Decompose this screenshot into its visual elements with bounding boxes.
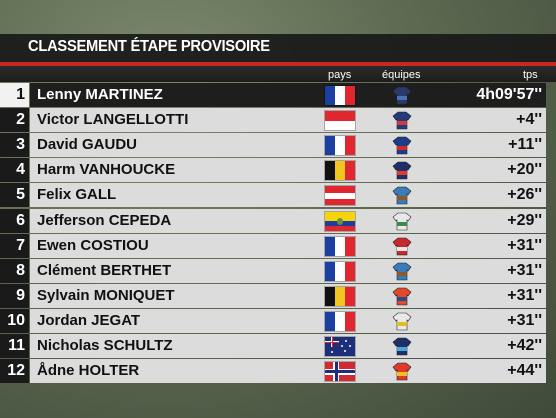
rider-time: +29'' xyxy=(507,211,542,229)
row-bar xyxy=(30,359,546,384)
standings-row: 2 Victor LANGELLOTTI +4'' xyxy=(0,108,556,133)
team-jersey-icon xyxy=(392,161,412,180)
rider-name: Sylvain MONIQUET xyxy=(37,286,175,304)
standings-row: 3 David GAUDU +11'' xyxy=(0,133,556,158)
rider-time: +31'' xyxy=(507,261,542,279)
rider-time: +31'' xyxy=(507,236,542,254)
team-jersey-icon xyxy=(392,136,412,155)
rider-name: Clément BERTHET xyxy=(37,261,172,279)
rider-time: +4'' xyxy=(516,111,542,129)
rider-name: Nicholas SCHULTZ xyxy=(37,337,173,354)
team-jersey-icon xyxy=(392,212,412,230)
rank-number: 4 xyxy=(0,158,29,183)
row-bar xyxy=(30,158,546,183)
team-jersey-icon xyxy=(392,187,412,205)
column-country-label: pays xyxy=(328,69,352,81)
france-flag-icon xyxy=(325,136,355,156)
team-jersey-icon xyxy=(392,111,412,130)
rank-number: 3 xyxy=(0,133,29,158)
row-bar xyxy=(30,308,546,333)
norway-flag-icon xyxy=(325,362,355,382)
rank-number: 6 xyxy=(0,208,29,233)
team-jersey-icon xyxy=(392,86,412,105)
france-flag-icon xyxy=(325,311,355,331)
rank-number: 9 xyxy=(0,283,29,308)
monaco-flag-icon xyxy=(325,111,355,131)
team-jersey-icon xyxy=(392,287,412,306)
rank-number: 5 xyxy=(0,183,29,208)
standings-row: 5 Felix GALL +26'' xyxy=(0,183,556,208)
austria-flag-icon xyxy=(325,186,355,206)
australia-flag-icon xyxy=(325,337,355,356)
team-jersey-icon xyxy=(392,362,412,381)
team-jersey-icon xyxy=(392,237,412,255)
standings-row: 9 Sylvain MONIQUET +31'' xyxy=(0,283,556,308)
rank-number: 8 xyxy=(0,258,29,283)
rank-number: 1 xyxy=(0,83,29,107)
rider-name: Felix GALL xyxy=(37,186,117,204)
standings-row: 4 Harm VANHOUCKE +20'' xyxy=(0,158,556,183)
column-time-label: tps xyxy=(523,69,538,81)
row-bar xyxy=(30,83,546,107)
row-bar xyxy=(30,133,546,158)
standings-row: 10 Jordan JEGAT +31'' xyxy=(0,308,556,333)
rider-name: Ådne HOLTER xyxy=(37,362,140,380)
rider-name: Ewen COSTIOU xyxy=(37,236,149,254)
row-bar xyxy=(30,183,546,208)
row-bar xyxy=(30,208,546,233)
column-header-bar: pays équipes tps xyxy=(0,62,556,82)
rider-time: +20'' xyxy=(507,161,542,179)
row-bar xyxy=(30,334,546,358)
rank-number: 2 xyxy=(0,108,29,133)
rider-time: +42'' xyxy=(507,337,542,354)
standings-row: 7 Ewen COSTIOU +31'' xyxy=(0,233,556,258)
france-flag-icon xyxy=(325,86,355,105)
standings-row: 8 Clément BERTHET +31'' xyxy=(0,258,556,283)
rank-number: 11 xyxy=(0,334,29,358)
standings-row: 11 Nicholas SCHULTZ +42'' xyxy=(0,334,556,358)
standings-row: 6 Jefferson CEPEDA +29'' xyxy=(0,208,556,233)
rider-name: Jordan JEGAT xyxy=(37,311,141,329)
rider-time: +44'' xyxy=(507,362,542,380)
rider-time: +26'' xyxy=(507,186,542,204)
rider-name: Jefferson CEPEDA xyxy=(37,211,172,229)
rider-name: Victor LANGELLOTTI xyxy=(37,111,189,129)
column-teams-label: équipes xyxy=(382,69,421,81)
france-flag-icon xyxy=(325,261,355,281)
standings-row: 1 Lenny MARTINEZ 4h09'57'' xyxy=(0,83,556,107)
team-jersey-icon xyxy=(392,262,412,280)
rider-name: Lenny MARTINEZ xyxy=(37,86,163,103)
row-bar xyxy=(30,233,546,258)
standings-row: 12 Ådne HOLTER +44'' xyxy=(0,359,556,384)
row-bar xyxy=(30,283,546,308)
rank-number: 7 xyxy=(0,233,29,258)
page-title: CLASSEMENT ÉTAPE PROVISOIRE xyxy=(28,38,270,55)
team-jersey-icon xyxy=(392,337,412,356)
rider-name: Harm VANHOUCKE xyxy=(37,161,176,179)
belgium-flag-icon xyxy=(325,286,355,306)
ecuador-flag-icon xyxy=(325,211,355,231)
standings-header: CLASSEMENT ÉTAPE PROVISOIRE xyxy=(0,34,556,62)
rider-name: David GAUDU xyxy=(37,136,138,154)
rider-time: +11'' xyxy=(508,136,542,154)
belgium-flag-icon xyxy=(325,161,355,181)
rank-number: 10 xyxy=(0,308,29,333)
row-bar xyxy=(30,108,546,133)
rider-time: +31'' xyxy=(507,286,542,304)
team-jersey-icon xyxy=(392,312,412,331)
row-bar xyxy=(30,258,546,283)
rider-time: +31'' xyxy=(507,311,542,329)
rider-time: 4h09'57'' xyxy=(476,86,542,103)
rank-number: 12 xyxy=(0,359,29,384)
france-flag-icon xyxy=(325,236,355,256)
